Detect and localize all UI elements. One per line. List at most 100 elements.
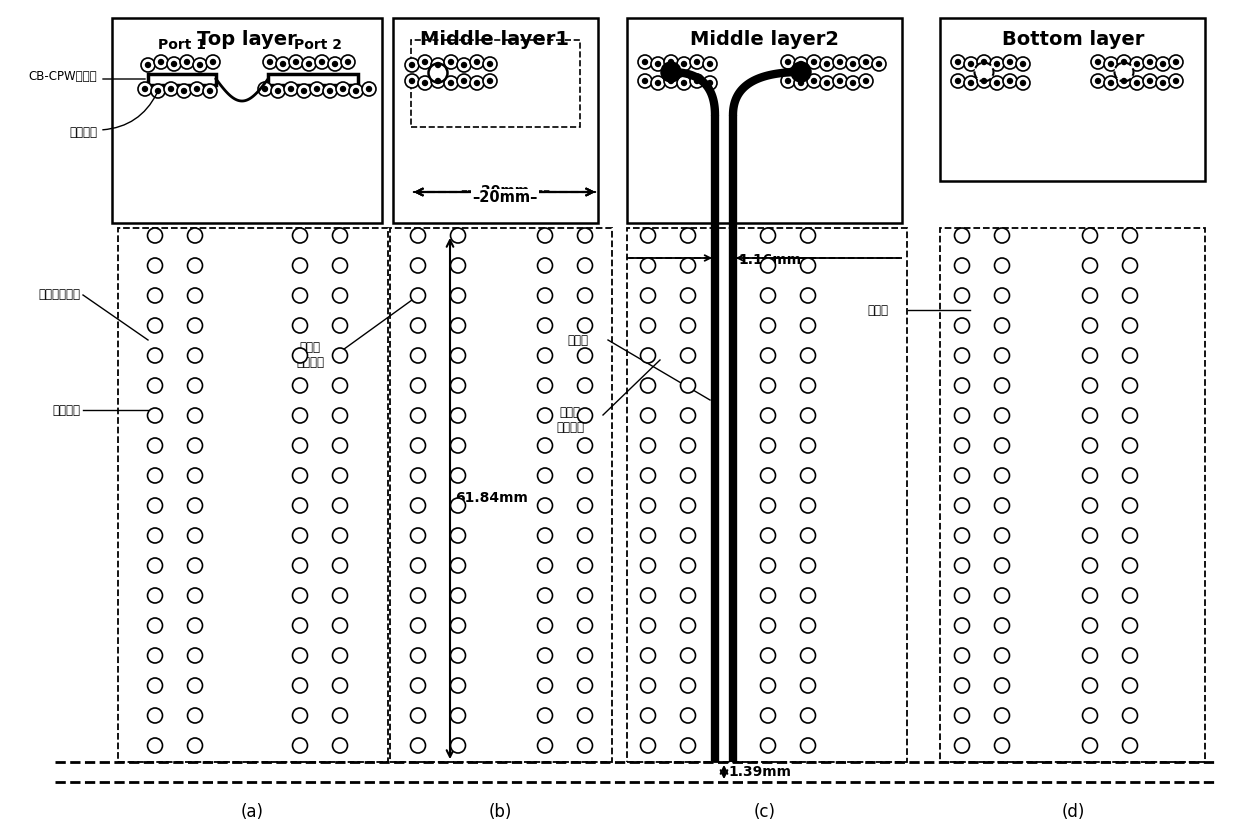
Circle shape [785, 78, 791, 84]
Circle shape [1083, 618, 1097, 633]
Circle shape [336, 82, 350, 96]
Text: (c): (c) [754, 803, 776, 821]
Circle shape [293, 648, 308, 663]
Circle shape [578, 498, 593, 513]
Circle shape [955, 288, 970, 303]
Circle shape [760, 408, 775, 423]
Circle shape [681, 438, 696, 453]
Circle shape [994, 378, 1009, 393]
Circle shape [639, 74, 652, 88]
Circle shape [955, 558, 970, 573]
Circle shape [332, 558, 347, 573]
Circle shape [458, 74, 471, 88]
Circle shape [578, 678, 593, 693]
Circle shape [963, 76, 978, 90]
Circle shape [956, 59, 961, 64]
Circle shape [332, 528, 347, 543]
Circle shape [341, 55, 355, 69]
Circle shape [760, 468, 775, 483]
Circle shape [332, 348, 347, 363]
Circle shape [1130, 57, 1145, 71]
Circle shape [1095, 78, 1101, 84]
Circle shape [1122, 408, 1137, 423]
Circle shape [293, 618, 308, 633]
Circle shape [341, 87, 346, 92]
Circle shape [955, 528, 970, 543]
Circle shape [450, 468, 465, 483]
Circle shape [293, 678, 308, 693]
Circle shape [955, 378, 970, 393]
Circle shape [410, 408, 425, 423]
Circle shape [187, 618, 202, 633]
Circle shape [1122, 438, 1137, 453]
Circle shape [801, 408, 816, 423]
Circle shape [833, 55, 847, 69]
Circle shape [833, 74, 847, 88]
Circle shape [955, 348, 970, 363]
Circle shape [537, 588, 553, 603]
Circle shape [332, 708, 347, 723]
Circle shape [450, 498, 465, 513]
Circle shape [1122, 228, 1137, 243]
Circle shape [475, 59, 480, 64]
Circle shape [148, 408, 162, 423]
Circle shape [1121, 78, 1126, 84]
Circle shape [450, 228, 465, 243]
Circle shape [332, 62, 337, 67]
Circle shape [641, 288, 656, 303]
Circle shape [187, 318, 202, 333]
Circle shape [1122, 498, 1137, 513]
Circle shape [450, 438, 465, 453]
Circle shape [1003, 55, 1017, 69]
Circle shape [708, 62, 713, 67]
Circle shape [708, 80, 713, 85]
Circle shape [681, 468, 696, 483]
Circle shape [450, 708, 465, 723]
Circle shape [837, 59, 842, 64]
Circle shape [1104, 57, 1118, 71]
Circle shape [450, 348, 465, 363]
Circle shape [760, 348, 775, 363]
Circle shape [760, 228, 775, 243]
Circle shape [148, 648, 162, 663]
Circle shape [877, 62, 882, 67]
Circle shape [668, 59, 673, 64]
Circle shape [409, 78, 414, 84]
Circle shape [955, 228, 970, 243]
Text: Middle layer2: Middle layer2 [691, 30, 839, 49]
Circle shape [801, 708, 816, 723]
Circle shape [1083, 348, 1097, 363]
Circle shape [681, 708, 696, 723]
Circle shape [578, 528, 593, 543]
Circle shape [681, 348, 696, 363]
Circle shape [1122, 378, 1137, 393]
Circle shape [332, 618, 347, 633]
Circle shape [801, 378, 816, 393]
Circle shape [760, 708, 775, 723]
Bar [112, 18, 382, 223]
Circle shape [703, 76, 717, 90]
Circle shape [1122, 348, 1137, 363]
Circle shape [982, 78, 987, 84]
Circle shape [187, 258, 202, 273]
Circle shape [148, 288, 162, 303]
Circle shape [310, 82, 324, 96]
Circle shape [294, 59, 299, 64]
Circle shape [410, 468, 425, 483]
Circle shape [578, 558, 593, 573]
Circle shape [487, 78, 492, 84]
Circle shape [1083, 528, 1097, 543]
Circle shape [1007, 59, 1013, 64]
Circle shape [537, 678, 553, 693]
Circle shape [148, 678, 162, 693]
Bar [940, 228, 1205, 762]
Bar [393, 18, 598, 223]
Circle shape [263, 87, 268, 92]
Circle shape [1122, 528, 1137, 543]
Circle shape [450, 588, 465, 603]
Circle shape [277, 57, 290, 71]
Circle shape [641, 648, 656, 663]
Circle shape [641, 468, 656, 483]
Circle shape [641, 438, 656, 453]
Circle shape [955, 618, 970, 633]
